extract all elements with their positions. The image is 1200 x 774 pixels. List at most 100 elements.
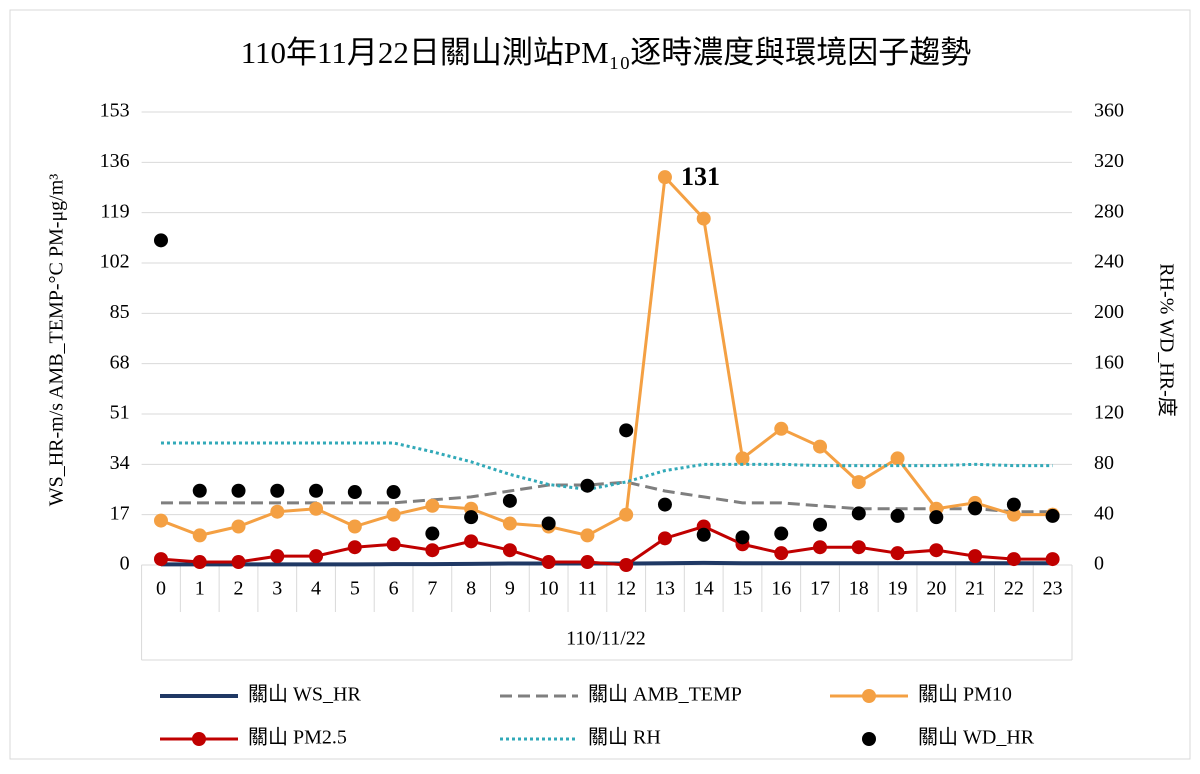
data-point [968, 501, 983, 516]
legend-marker [862, 689, 876, 703]
data-point [309, 483, 324, 498]
x-tick-label: 5 [350, 578, 360, 600]
data-point [890, 451, 905, 466]
legend-marker [192, 732, 206, 746]
data-point [851, 540, 866, 555]
data-label: 131 [681, 162, 720, 191]
series-line [160, 441, 1053, 492]
y2-tick-label: 280 [1094, 200, 1124, 222]
data-point [231, 555, 246, 570]
data-point [541, 555, 556, 570]
data-point [309, 501, 324, 516]
data-point [851, 475, 866, 490]
y-tick-label: 51 [110, 402, 130, 424]
data-point [619, 423, 634, 438]
data-point [813, 517, 828, 532]
legend-label: 關山 RH [588, 726, 661, 749]
data-point [696, 527, 711, 542]
data-point [619, 558, 634, 572]
data-point [192, 483, 207, 498]
y2-tick-label: 240 [1094, 251, 1124, 273]
x-tick-label: 16 [771, 578, 791, 600]
data-point [502, 543, 517, 558]
legend-label: 關山 PM10 [918, 683, 1012, 706]
y2-tick-label: 120 [1094, 402, 1124, 424]
data-point [231, 483, 246, 498]
y-tick-label: 0 [120, 553, 130, 575]
x-tick-label: 11 [578, 578, 597, 600]
legend-label: 關山 WD_HR [918, 726, 1035, 749]
y-tick-label: 119 [100, 200, 129, 222]
data-point [270, 549, 285, 564]
x-tick-label: 3 [272, 578, 282, 600]
series-line [160, 480, 1053, 514]
data-point [270, 483, 285, 498]
legend-label: 關山 WS_HR [248, 683, 361, 706]
data-point [968, 549, 983, 564]
data-point [425, 498, 440, 513]
data-point [657, 497, 672, 512]
data-point [774, 421, 789, 436]
x-tick-label: 13 [655, 578, 675, 600]
x-tick-label: 9 [505, 578, 515, 600]
data-point [502, 493, 517, 508]
x-group-label: 110/11/22 [566, 628, 646, 650]
data-point [774, 526, 789, 541]
data-point [929, 510, 944, 525]
x-tick-label: 8 [466, 578, 476, 600]
x-tick-label: 17 [810, 578, 830, 600]
x-tick-label: 2 [234, 578, 244, 600]
data-point [735, 451, 750, 466]
y-tick-label: 34 [110, 452, 130, 474]
data-point [774, 546, 789, 561]
data-point [580, 528, 595, 543]
y2-tick-label: 160 [1094, 351, 1124, 373]
data-point [386, 485, 401, 500]
y2-tick-label: 0 [1094, 553, 1104, 575]
y-tick-label: 68 [110, 351, 130, 373]
x-tick-label: 7 [427, 578, 437, 600]
x-tick-label: 0 [156, 578, 166, 600]
y2-tick-label: 40 [1094, 502, 1114, 524]
data-point [1006, 507, 1021, 522]
data-point [619, 507, 634, 522]
data-point [502, 516, 517, 531]
data-point [192, 528, 207, 543]
x-tick-label: 14 [694, 578, 714, 600]
data-point [386, 537, 401, 552]
data-point [464, 510, 479, 525]
x-tick-label: 4 [311, 578, 321, 600]
y-tick-label: 102 [100, 251, 130, 273]
data-point [1045, 552, 1060, 567]
data-point [347, 519, 362, 534]
data-point [580, 478, 595, 493]
y2-tick-label: 80 [1094, 452, 1114, 474]
data-point [347, 485, 362, 500]
y-tick-label: 153 [100, 100, 130, 122]
x-tick-label: 23 [1043, 578, 1063, 600]
y2-axis-label: RH-% WD_HR-度 [1155, 263, 1178, 417]
x-tick-label: 15 [732, 578, 752, 600]
x-tick-label: 10 [539, 578, 559, 600]
x-tick-label: 22 [1004, 578, 1024, 600]
x-tick-label: 20 [926, 578, 946, 600]
x-tick-label: 6 [389, 578, 399, 600]
data-point [386, 507, 401, 522]
y-tick-label: 136 [100, 150, 130, 172]
legend-marker [862, 732, 876, 746]
chart-title: 110年11月22日關山測站PM₁₀逐時濃度與環境因子趨勢 [241, 35, 972, 70]
data-point [929, 543, 944, 558]
data-point [153, 233, 168, 248]
data-point [1006, 497, 1021, 512]
data-point [192, 555, 207, 570]
data-point [580, 555, 595, 570]
y-tick-label: 17 [110, 502, 130, 524]
y-tick-label: 85 [110, 301, 130, 323]
data-point [1006, 552, 1021, 567]
y2-tick-label: 200 [1094, 301, 1124, 323]
data-point [657, 170, 672, 185]
y2-tick-label: 320 [1094, 150, 1124, 172]
data-point [541, 516, 556, 531]
